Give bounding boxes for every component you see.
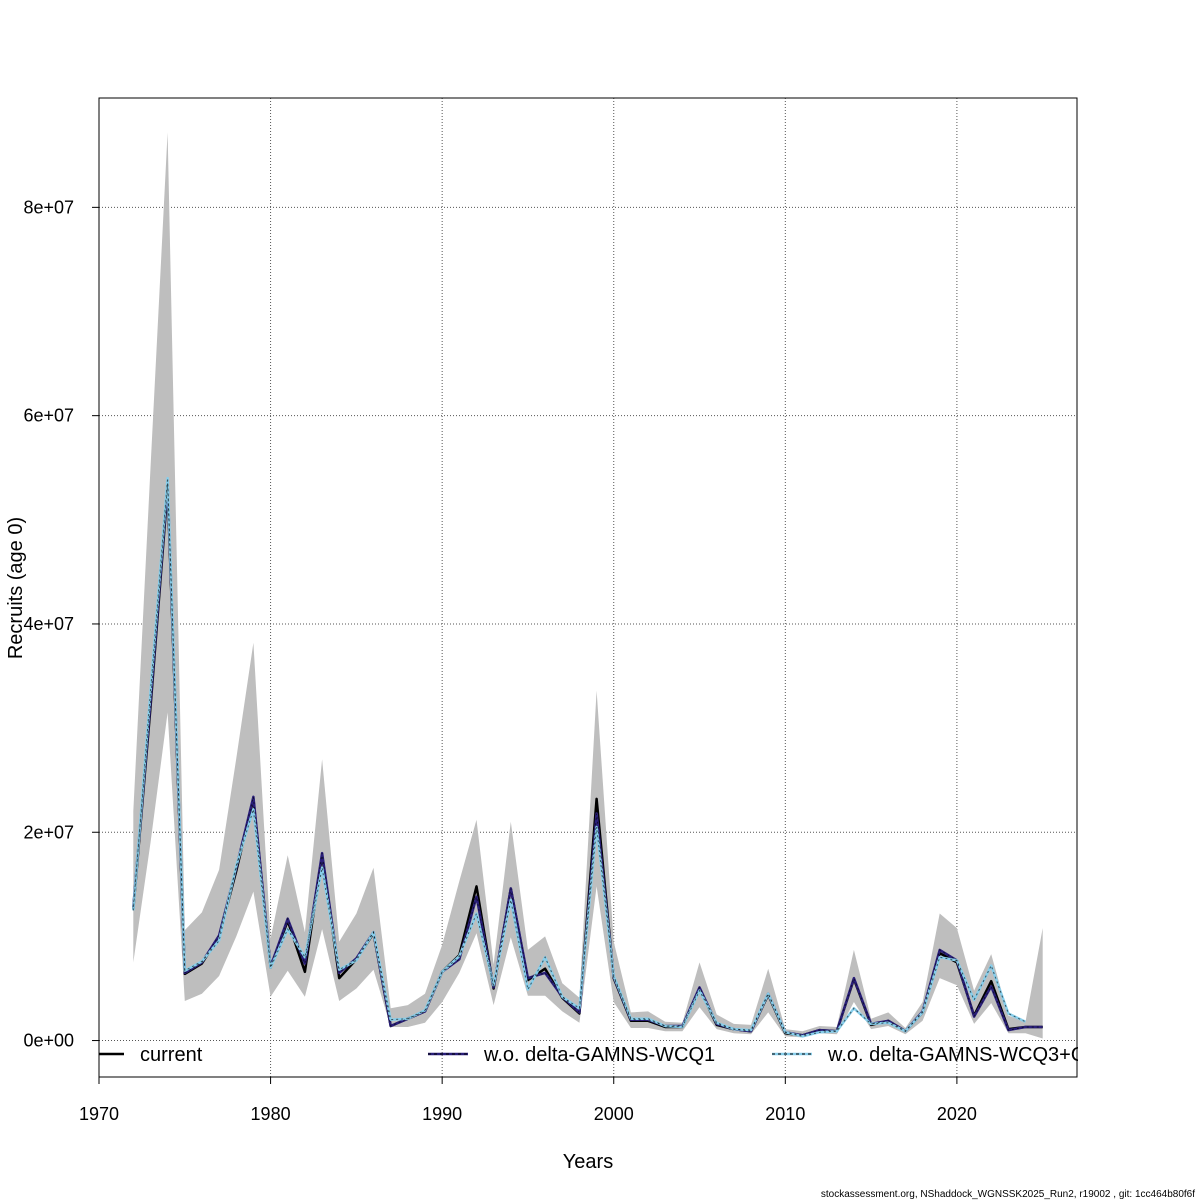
x-tick-label: 1990 [422,1104,462,1124]
series-lines [132,476,1043,1038]
footer-credit: stockassessment.org, NShaddock_WGNSSK202… [821,1189,1195,1200]
x-tick-label: 1970 [79,1104,119,1124]
legend-clip-mask [1078,1040,1200,1070]
y-axis-title: Recruits (age 0) [5,517,27,659]
legend-label-wcq1: w.o. delta-GAMNS-WCQ1 [483,1044,715,1066]
legend-label-wcq3: w.o. delta-GAMNS-WCQ3+Q4 [827,1044,1098,1066]
y-tick-label: 6e+07 [23,406,74,426]
x-tick-label: 2010 [765,1104,805,1124]
y-axis: 0e+00 2e+07 4e+07 6e+07 8e+07 [23,197,99,1051]
y-tick-label: 0e+00 [23,1031,74,1051]
legend: current w.o. delta-GAMNS-WCQ1 w.o. delta… [99,1044,1098,1066]
series-overlay-dash-2 [132,478,1026,1037]
y-tick-label: 4e+07 [23,614,74,634]
x-tick-label: 2020 [937,1104,977,1124]
x-axis: 1970 1980 1990 2000 2010 2020 [79,1076,977,1124]
x-axis-title: Years [563,1151,613,1173]
legend-label-current: current [140,1044,203,1066]
y-tick-label: 8e+07 [23,197,74,217]
x-tick-label: 2000 [594,1104,634,1124]
x-tick-label: 1980 [251,1104,291,1124]
confidence-band [133,132,1043,1039]
y-tick-label: 2e+07 [23,822,74,842]
